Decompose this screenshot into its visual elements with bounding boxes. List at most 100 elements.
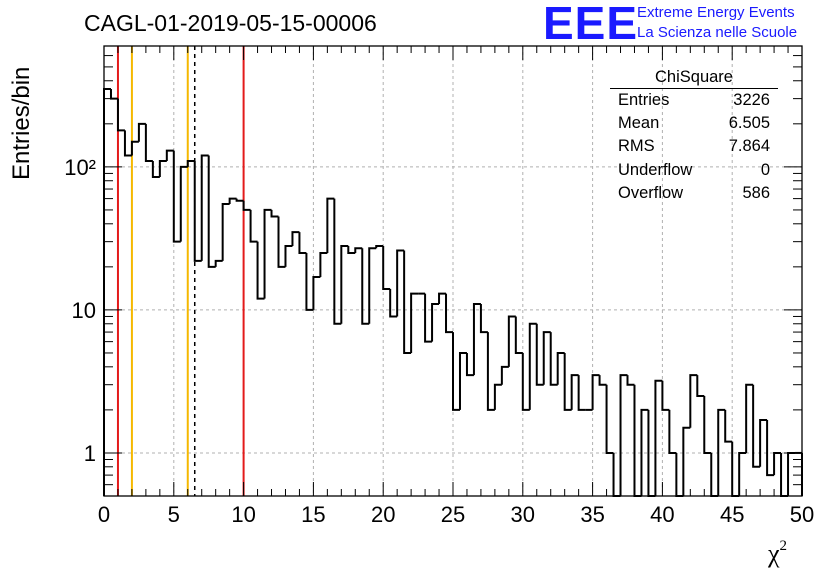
- histogram-bin: [389, 289, 398, 318]
- histogram-bin: [731, 441, 740, 497]
- histogram-bin: [172, 150, 181, 243]
- stats-label: Entries: [618, 91, 670, 109]
- histogram-bin: [472, 302, 481, 376]
- histogram-bin: [165, 149, 174, 161]
- histogram-bin: [326, 197, 335, 253]
- stats-row-overflow: Overflow 586: [610, 184, 778, 207]
- histogram-bin: [479, 303, 488, 334]
- histogram-bin: [675, 452, 684, 497]
- histogram-bin: [445, 293, 453, 334]
- histogram-bin: [130, 140, 139, 156]
- histogram-bin: [535, 323, 544, 386]
- histogram-bin: [619, 374, 628, 496]
- histogram-bin: [333, 198, 342, 325]
- histogram-bin: [214, 259, 223, 267]
- stats-label: Mean: [618, 114, 660, 133]
- histogram-bin: [375, 244, 384, 249]
- x-tick-label: 35: [580, 502, 604, 527]
- axis-layer: [103, 45, 803, 497]
- histogram-bin: [256, 241, 265, 300]
- histogram-bin: [424, 293, 433, 343]
- histogram-bin: [151, 160, 160, 178]
- histogram-bin: [493, 383, 502, 410]
- histogram-bin: [242, 200, 251, 211]
- stats-value: 586: [742, 183, 770, 202]
- histogram-bin: [382, 245, 391, 291]
- histogram-bin: [144, 123, 153, 162]
- histogram-bin: [563, 352, 572, 411]
- histogram-bin: [137, 122, 146, 142]
- stats-label: Overflow: [618, 183, 684, 202]
- stats-label: RMS: [618, 137, 655, 156]
- histogram-bin: [556, 351, 565, 385]
- histogram-bin: [116, 98, 125, 132]
- histogram-bin: [438, 292, 447, 304]
- histogram-bin: [291, 231, 300, 246]
- chart-title: CAGL-01-2019-05-15-00006: [84, 10, 377, 36]
- x-axis-label: χ2: [768, 538, 787, 569]
- x-tick-label: 20: [371, 502, 395, 527]
- histogram-bin: [263, 208, 272, 299]
- histogram-bin: [354, 247, 363, 253]
- histogram-bin: [431, 302, 440, 342]
- histogram-bin: [682, 426, 691, 496]
- x-axis-label-superscript: 2: [779, 538, 788, 554]
- stats-row-mean: Mean 6.505: [610, 114, 778, 137]
- histogram-bin: [200, 154, 209, 261]
- x-tick-label: 5: [168, 502, 180, 527]
- stats-value: 6.505: [728, 114, 770, 133]
- histogram-bin: [465, 352, 474, 377]
- eee-logo: EEE: [543, 0, 639, 49]
- histogram-bin: [605, 384, 614, 454]
- x-tick-label: 25: [441, 502, 465, 527]
- histogram-bin: [689, 374, 698, 428]
- logo-caption-line1: Extreme Energy Events: [637, 4, 795, 21]
- histogram-bin: [542, 331, 551, 385]
- stats-row-rms: RMS 7.864: [610, 137, 778, 160]
- x-tick-label: 45: [720, 502, 744, 527]
- stats-value: 0: [760, 160, 770, 179]
- histogram-bin: [277, 216, 286, 268]
- histogram-bin: [221, 203, 230, 261]
- histogram-bin: [570, 374, 579, 410]
- histogram-bin: [633, 384, 642, 497]
- histogram-bin: [773, 451, 782, 476]
- histogram-bin: [458, 351, 467, 410]
- histogram-bin: [186, 159, 195, 167]
- stats-value: 3226: [733, 91, 770, 109]
- logo-caption-line2: La Scienza nelle Scuole: [637, 24, 798, 41]
- histogram-bin: [528, 322, 537, 410]
- tick-label-layer: 0 5 10 15 20 25 30 35 40 45 50 1 10 10²: [64, 155, 814, 527]
- histogram-bin: [305, 252, 314, 311]
- stats-value: 7.864: [728, 137, 770, 156]
- histogram-bin: [103, 88, 111, 496]
- x-tick-label: 50: [790, 502, 814, 527]
- histogram-bin: [514, 316, 523, 354]
- x-tick-label: 30: [511, 502, 535, 527]
- histogram-bin: [661, 380, 670, 411]
- histogram-bin: [486, 332, 495, 411]
- histogram-bin: [158, 159, 167, 177]
- histogram-bin: [766, 419, 775, 477]
- stats-label: Underflow: [618, 160, 693, 179]
- histogram-bin: [312, 275, 321, 310]
- histogram-bin: [500, 365, 509, 385]
- stats-title: ChiSquare: [610, 68, 778, 89]
- x-tick-label: 0: [98, 502, 110, 527]
- histogram-bin: [710, 452, 719, 497]
- x-axis-label-base: χ: [768, 539, 780, 568]
- stats-box: ChiSquare Entries 3226 Mean 6.505 RMS 7.864…: [610, 68, 778, 207]
- histogram-bin: [347, 245, 356, 254]
- histogram-bin: [235, 198, 244, 202]
- y-tick-label: 10: [72, 298, 96, 323]
- histogram-bin: [123, 130, 132, 157]
- histogram-bin: [319, 251, 328, 277]
- histogram-bin: [745, 383, 754, 453]
- histogram-bin: [270, 209, 279, 218]
- histogram-bin: [284, 244, 293, 267]
- histogram-bin: [249, 209, 258, 243]
- histogram-bin: [780, 452, 789, 497]
- histogram-bin: [577, 375, 586, 411]
- histogram-bin: [626, 375, 635, 386]
